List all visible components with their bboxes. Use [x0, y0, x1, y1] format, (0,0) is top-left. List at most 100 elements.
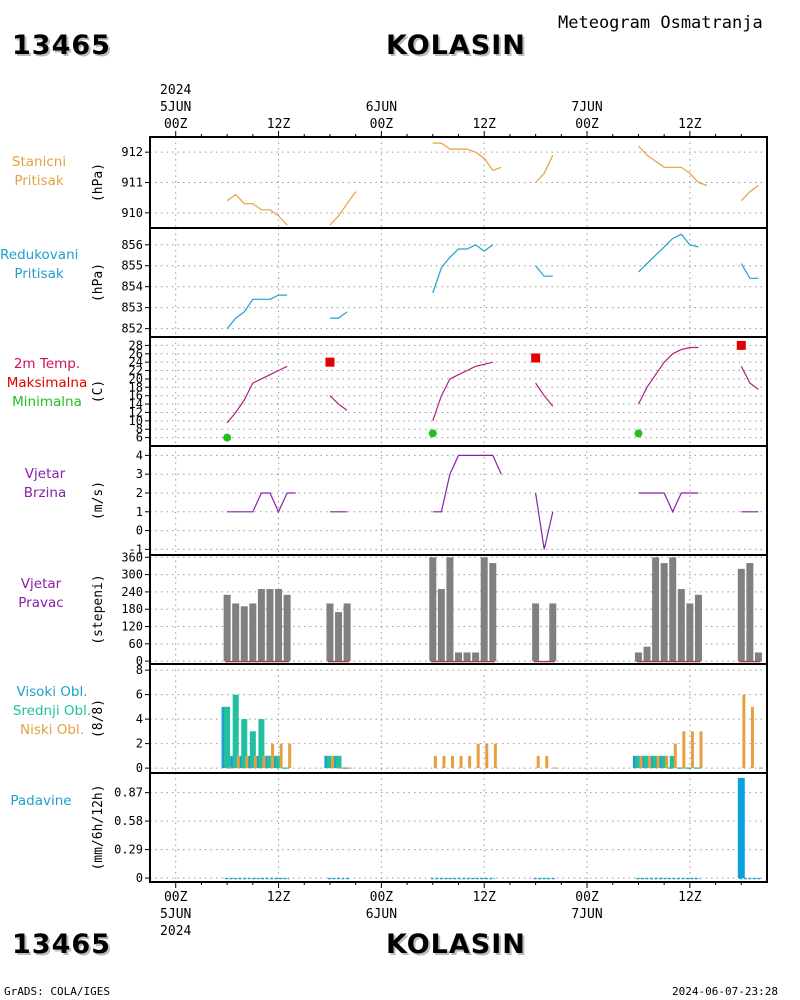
bar-niski-obl-: [262, 755, 266, 769]
bar-niski-obl-: [493, 743, 497, 769]
bar-niski-obl-: [236, 755, 240, 769]
bar: [232, 603, 240, 662]
ytick-label: 240: [121, 585, 143, 599]
time-label-top: 7JUN: [571, 100, 602, 115]
bar: [343, 603, 351, 662]
series-line-segment: [226, 365, 288, 424]
bar-srednji-obl-: [249, 731, 256, 769]
station-id-bottom: 13465: [12, 929, 111, 960]
bar: [480, 557, 488, 662]
bar-niski-obl-: [485, 743, 489, 769]
label-clouds: Visoki Obl. Srednji Obl. Niski Obl.: [0, 683, 104, 740]
bar-niski-obl-: [536, 755, 540, 769]
label-wind-speed-line2: Brzina: [23, 485, 67, 501]
ytick-label: 854: [121, 280, 143, 294]
bar: [652, 557, 660, 662]
bar: [223, 594, 231, 662]
bar-srednji-obl-: [335, 755, 342, 769]
ytick-label: 0: [136, 761, 143, 775]
bar: [266, 589, 274, 662]
panel-wind_direction: 0 60 120 180 240 300 360 (stepeni): [91, 550, 768, 668]
ytick-label: 16: [129, 389, 143, 403]
time-label-bottom: 2024: [160, 924, 191, 939]
bar: [240, 606, 248, 662]
ytick-label: 24: [129, 355, 143, 369]
bar-srednji-obl-: [224, 706, 231, 769]
min-temp-marker: [428, 429, 437, 438]
bar-srednji-obl-: [635, 755, 642, 769]
ytick-label: 26: [129, 347, 143, 361]
label-clouds-line3: Niski Obl.: [20, 722, 84, 738]
ytick-label: 6: [136, 431, 143, 445]
ytick-label: 22: [129, 364, 143, 378]
bar-niski-obl-: [682, 731, 686, 769]
label-clouds-line2: Srednji Obl.: [12, 703, 92, 719]
label-reduced-pressure-line2: Pritisak: [14, 266, 64, 282]
ytick-label: 0: [136, 654, 143, 668]
max-temp-marker: [736, 340, 746, 350]
label-temperature-line3: Minimalna: [12, 394, 82, 410]
ytick-label: 14: [129, 397, 143, 411]
panel-station_pressure: 910 911 912 (hPa): [91, 136, 768, 229]
bar-niski-obl-: [648, 755, 652, 769]
bar: [472, 652, 480, 662]
label-precipitation: Padavine: [0, 792, 82, 811]
time-label-top: 5JUN: [160, 100, 191, 115]
label-wind-speed-line1: Vjetar: [24, 466, 66, 482]
ytick-label: 10: [129, 414, 143, 428]
bar-srednji-obl-: [275, 755, 282, 769]
bar: [429, 557, 437, 662]
bar-niski-obl-: [656, 755, 660, 769]
bar: [489, 563, 497, 662]
bar-srednji-obl-: [266, 755, 273, 769]
label-temperature-line2: Maksimalna: [6, 375, 88, 391]
label-station-pressure: Stanicni Pritisak: [0, 153, 78, 191]
time-label-bottom: 12Z: [267, 890, 291, 905]
bar: [549, 603, 557, 662]
bar-niski-obl-: [451, 755, 455, 769]
time-label-top: 2024: [160, 83, 191, 98]
bar-srednji-obl-: [232, 694, 239, 769]
time-label-bottom: 00Z: [370, 890, 394, 905]
bar: [746, 563, 754, 662]
ytick-label: 4: [136, 712, 143, 726]
time-label-top: 6JUN: [366, 100, 397, 115]
bar: [754, 652, 762, 662]
time-label-bottom: 5JUN: [160, 907, 191, 922]
bar: [455, 652, 462, 662]
series-line-segment: [432, 244, 494, 294]
ytick-label: 0.87: [114, 786, 143, 800]
ytick-label: 0: [136, 871, 143, 885]
bar: [283, 594, 291, 662]
panel-precipitation: 0 0.29 0.58 0.87 (mm/6h/12h): [91, 772, 768, 885]
panel-frame: [149, 772, 768, 883]
min-temp-marker: [634, 429, 643, 438]
plot-timestamp: 2024-06-07-23:28: [672, 985, 778, 998]
series-line-segment: [535, 492, 554, 550]
ytick-label: 0.58: [114, 814, 143, 828]
bar-srednji-obl-: [326, 755, 333, 769]
bar: [275, 589, 283, 662]
time-label-top: 12Z: [678, 117, 702, 132]
unit-label: (mm/6h/12h): [91, 784, 106, 870]
ytick-label: 2: [136, 486, 143, 500]
unit-label: (stepeni): [91, 574, 106, 644]
ytick-label: 855: [121, 259, 143, 273]
series-line-segment: [740, 366, 759, 390]
ytick-label: 856: [121, 238, 143, 252]
bar-niski-obl-: [245, 755, 249, 769]
label-clouds-line1: Visoki Obl.: [16, 684, 88, 700]
bar-srednji-obl-: [661, 755, 668, 769]
series-line-segment: [227, 492, 296, 514]
unit-label: (C): [91, 380, 106, 403]
time-label-top: 12Z: [472, 117, 496, 132]
panel-wind_speed: -1 0 1 2 3 4 (m/s): [91, 445, 768, 556]
time-label-bottom: 7JUN: [571, 907, 602, 922]
time-label-bottom: 12Z: [472, 890, 496, 905]
ytick-label: 853: [121, 301, 143, 315]
ytick-label: 912: [121, 145, 143, 159]
series-line-segment: [329, 395, 348, 411]
unit-label: (m/s): [91, 481, 106, 520]
bar: [463, 652, 471, 662]
